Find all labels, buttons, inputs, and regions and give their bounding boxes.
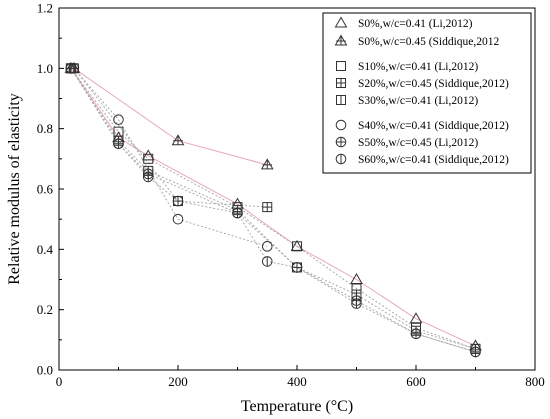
y-tick-label: 1.2 <box>37 1 53 16</box>
data-point <box>409 312 423 324</box>
data-point <box>113 138 124 150</box>
legend-label: S10%,w/c=0.41 (Li,2012) <box>358 61 478 73</box>
data-point <box>172 195 184 207</box>
x-axis-title: Temperature (°C) <box>241 398 353 415</box>
data-point <box>141 149 155 161</box>
y-tick-label: 1.0 <box>37 61 53 76</box>
legend-label: S0%,w/c=0.41 (Li,2012) <box>358 18 473 30</box>
x-tick-label: 400 <box>287 374 307 389</box>
legend-marker <box>336 95 346 105</box>
data-point <box>142 171 154 183</box>
data-point <box>470 346 481 358</box>
y-axis-title: Relative modulus of elasticity <box>6 93 23 285</box>
data-point <box>291 262 303 273</box>
legend-marker <box>335 153 347 165</box>
data-point <box>261 241 273 252</box>
series-layer <box>64 61 482 358</box>
legend-marker <box>336 78 346 88</box>
y-tick-label: 0.6 <box>37 182 54 197</box>
legend-label: S0%,w/c=0.45 (Siddique,2012 <box>358 36 500 48</box>
data-point <box>65 63 77 74</box>
data-point <box>171 134 185 146</box>
data-point <box>351 298 362 309</box>
y-tick-label: 0.4 <box>37 242 54 257</box>
data-point <box>292 241 302 252</box>
legend: S0%,w/c=0.41 (Li,2012) S0%,w/c=0.45 (Sidd… <box>322 12 532 174</box>
x-tick-label: 200 <box>168 374 188 389</box>
data-point <box>143 153 154 164</box>
data-point <box>350 273 363 284</box>
x-tick-label: 800 <box>525 374 545 389</box>
y-tick-label: 0.2 <box>37 302 53 317</box>
legend-marker <box>335 119 347 131</box>
data-point <box>260 158 274 170</box>
legend-label: S60%,w/c=0.41 (Siddique,2012) <box>358 154 509 166</box>
legend-marker <box>336 61 346 71</box>
x-tick-label: 600 <box>406 374 426 389</box>
legend-marker <box>334 16 348 28</box>
data-point <box>261 256 273 267</box>
legend-label: S40%,w/c=0.41 (Siddique,2012) <box>358 120 509 132</box>
legend-label: S20%,w/c=0.45 (Siddique,2012) <box>358 78 509 90</box>
axes-layer: 0 200 400 600 800 0.0 0.2 0.4 0.6 0.8 1.0 1.2 <box>37 1 545 390</box>
legend-frame <box>322 12 532 174</box>
legend-marker <box>334 34 348 46</box>
data-point <box>113 114 124 125</box>
legend-label: S50%,w/c=0.45 (Li,2012) <box>358 137 478 149</box>
data-point <box>232 207 243 219</box>
legend-label: S30%,w/c=0.41 (Li,2012) <box>358 95 478 107</box>
series-line <box>73 67 268 208</box>
legend-marker <box>335 136 347 148</box>
series-line <box>70 68 476 353</box>
data-point <box>410 328 422 340</box>
data-point <box>172 213 184 225</box>
y-tick-label: 0.0 <box>37 363 53 378</box>
data-point <box>262 202 273 213</box>
y-tick-label: 0.8 <box>37 121 53 136</box>
x-tick-label: 0 <box>56 374 63 389</box>
